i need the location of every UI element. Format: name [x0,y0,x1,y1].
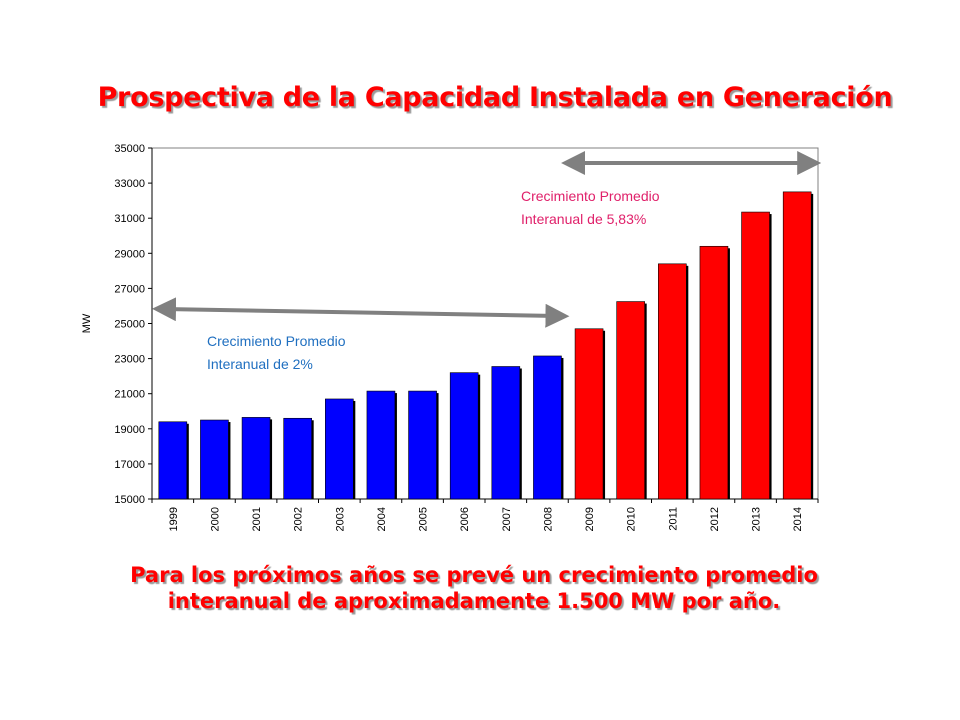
bar [408,390,437,500]
bar [491,366,521,500]
y-tick-label: 25000 [114,319,145,331]
y-tick-label: 33000 [114,178,145,190]
footer-line-2: interanual de aproximadamente 1.500 MW p… [167,589,781,613]
x-tick-label: 2003 [334,507,346,531]
bar [241,417,271,500]
y-tick-label: 35000 [114,143,145,155]
y-tick-label: 23000 [114,354,145,366]
x-tick-label: 2005 [418,507,430,531]
chart-annotations: Crecimiento Promedio Interanual de 2% Crec… [152,151,822,372]
bar [325,398,354,500]
y-tick-label: 19000 [114,424,145,436]
bar [158,421,188,500]
page-title: Prospectiva de la Capacidad Instalada en… [97,82,893,113]
arrow-period-1 [152,297,570,328]
y-tick-label: 27000 [114,283,145,295]
x-tick-label: 2014 [792,507,804,531]
x-tick-label: 2001 [251,507,263,531]
x-tick-label: 2013 [751,507,763,531]
annotation-1-line1: Crecimiento Promedio [207,333,346,349]
x-tick-label: 1999 [168,507,180,531]
y-tick-label: 31000 [114,213,145,225]
bar [616,301,645,500]
chart-bars [158,191,814,500]
x-tick-labels: 1999 2000 2001 2002 2003 2004 2005 2006 2007 2008… [168,507,804,531]
bar [533,355,562,500]
bar [699,245,729,500]
annotation-2-line2: Interanual de 5,83% [521,211,646,227]
bar [200,419,229,500]
y-tick-label: 15000 [114,494,145,506]
x-tick-label: 2008 [542,507,554,531]
footer-line-1: Para los próximos años se prevé un creci… [130,563,818,587]
x-tick-label: 2009 [584,507,596,531]
footer-note: Para los próximos años se prevé un creci… [0,562,948,614]
x-tick-label: 2000 [209,507,221,531]
bar [283,417,312,500]
y-tick-label: 29000 [114,248,145,260]
x-tick-label: 2004 [376,507,388,531]
x-tick-label: 2011 [667,507,679,531]
bar [449,372,479,500]
x-tick-label: 2007 [501,507,513,531]
bar [782,191,812,500]
x-tick-label: 2012 [709,507,721,531]
bar [658,263,687,500]
bar [574,328,604,500]
y-axis-label: MW [81,313,93,333]
y-tick-label: 17000 [114,459,145,471]
y-tick-label: 21000 [114,389,145,401]
bar [366,390,396,500]
x-tick-label: 2002 [293,507,305,531]
annotation-2-line1: Crecimiento Promedio [521,188,660,204]
x-tick-label: 2010 [626,507,638,531]
x-tick-label: 2006 [459,507,471,531]
bar [741,211,770,500]
annotation-1-line2: Interanual de 2% [207,356,313,372]
